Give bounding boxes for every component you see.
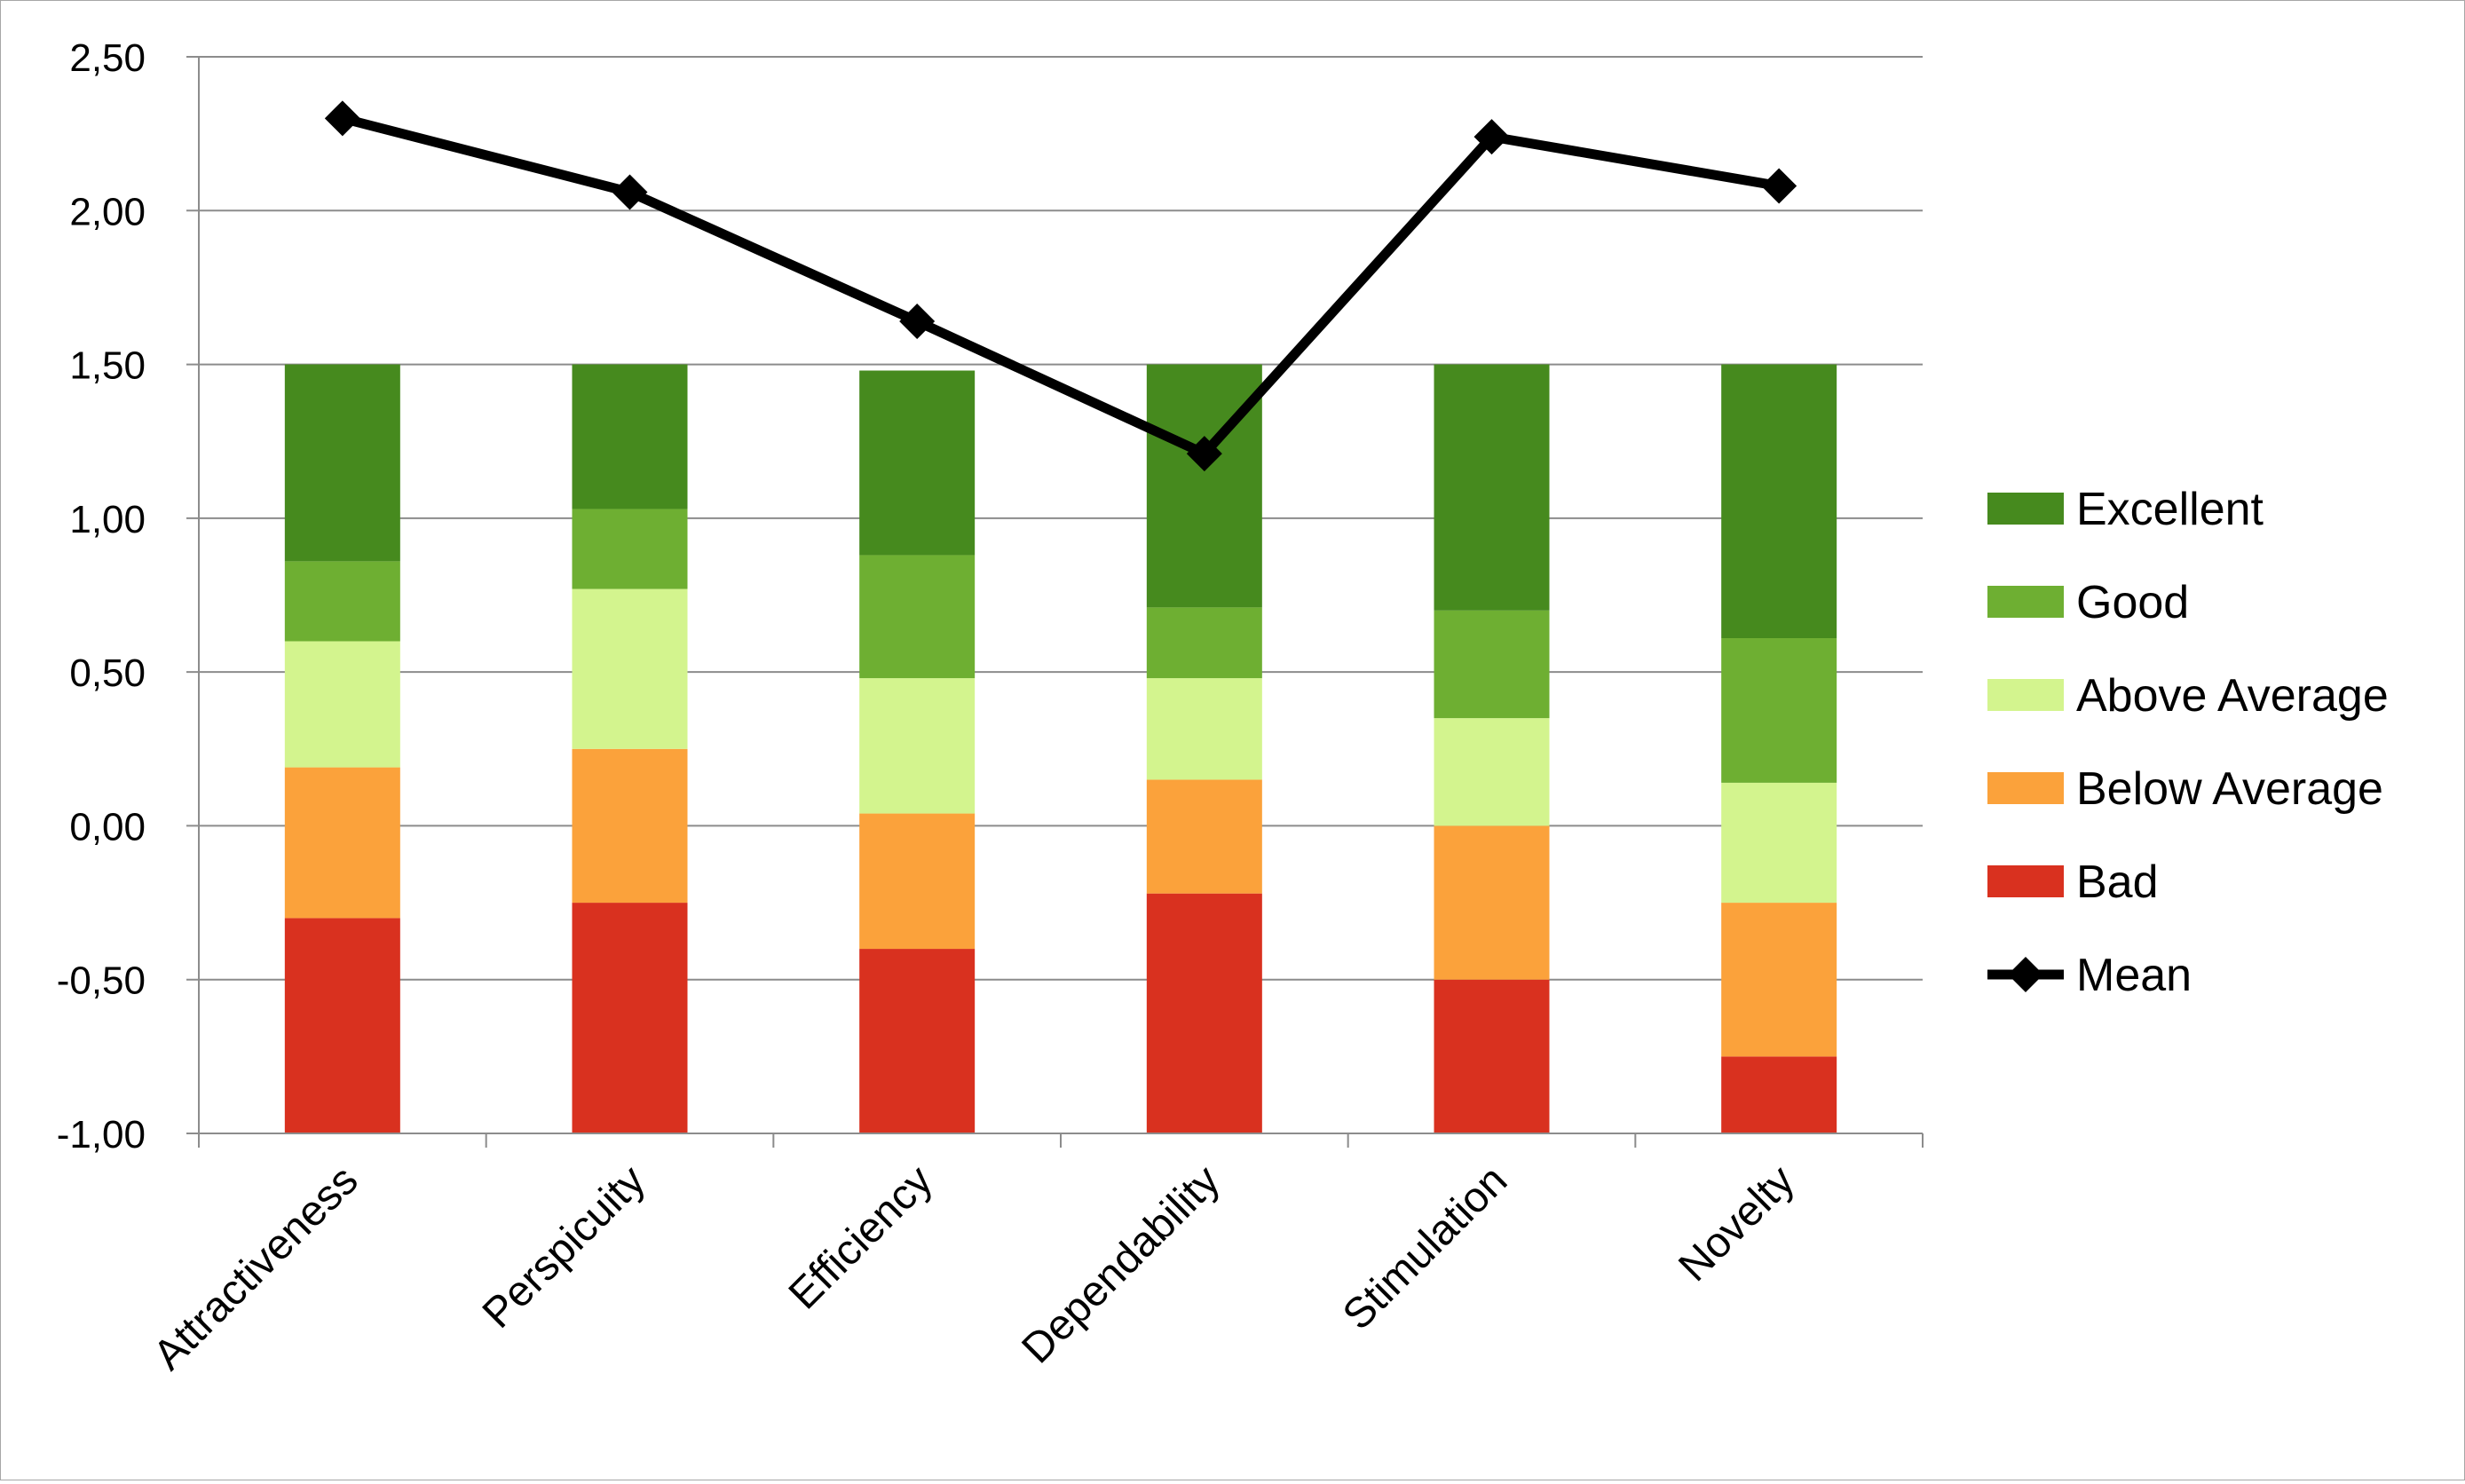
- bar-below-average: [1721, 903, 1837, 1057]
- legend-swatch: [1987, 493, 2064, 525]
- mean-line-path: [337, 113, 1784, 459]
- bar-above-average: [1434, 718, 1550, 826]
- mean-point: [899, 304, 936, 340]
- mean-point: [324, 100, 360, 137]
- y-tick-label: 2,00: [69, 190, 146, 233]
- bar-below-average: [859, 813, 976, 950]
- legend: Excellent Good Above Average Below Average B…: [1987, 484, 2389, 1001]
- y-tick-label: 0,00: [69, 805, 146, 849]
- y-tick-label: 0,50: [69, 651, 146, 695]
- bar-excellent: [1434, 364, 1550, 611]
- bar-below-average: [1434, 825, 1550, 980]
- bar-excellent: [1721, 364, 1837, 639]
- mean-point: [1473, 119, 1510, 155]
- mean-point: [612, 174, 648, 210]
- bars: [284, 364, 1837, 1133]
- bar-excellent: [859, 370, 976, 556]
- bar-bad: [1434, 979, 1550, 1133]
- bar-good: [572, 509, 688, 589]
- legend-swatch: [1987, 586, 2064, 618]
- legend-label: Above Average: [2076, 670, 2389, 722]
- bar-above-average: [572, 588, 688, 749]
- y-tick-label: 1,00: [69, 498, 146, 541]
- x-category-label: Dependability: [1013, 1156, 1229, 1372]
- bar-below-average: [572, 748, 688, 904]
- bar-excellent: [284, 364, 400, 562]
- x-category-label: Efficiency: [780, 1156, 942, 1318]
- y-tick-label: 1,50: [69, 344, 146, 388]
- legend-label: Good: [2076, 577, 2189, 628]
- bar-bad: [572, 903, 688, 1133]
- legend-label: Mean: [2076, 950, 2192, 1001]
- bar-bad: [284, 918, 400, 1133]
- bar-above-average: [284, 641, 400, 768]
- legend-swatch: [1987, 772, 2064, 804]
- mean-line: [324, 100, 1797, 472]
- gridlines: [186, 56, 1923, 1134]
- x-category-label: Attractiveness: [145, 1156, 367, 1379]
- mean-point: [1186, 436, 1222, 472]
- legend-marker: [2008, 957, 2043, 992]
- legend-swatch: [1987, 865, 2064, 897]
- y-tick-label: -1,00: [57, 1113, 146, 1156]
- bar-below-average: [1146, 779, 1262, 894]
- bar-bad: [1146, 893, 1262, 1133]
- x-category-label: Stimulation: [1334, 1156, 1516, 1338]
- bar-below-average: [284, 767, 400, 919]
- bar-good: [1434, 610, 1550, 719]
- legend-label: Below Average: [2076, 763, 2383, 815]
- legend-label: Excellent: [2076, 484, 2264, 535]
- bar-good: [1146, 607, 1262, 679]
- bar-excellent: [1146, 364, 1262, 608]
- bar-above-average: [859, 678, 976, 814]
- x-category-label: Novelty: [1670, 1156, 1804, 1291]
- y-tick-label: 2,50: [69, 36, 146, 80]
- mean-point: [1761, 168, 1797, 204]
- bar-bad: [1721, 1056, 1837, 1133]
- y-tick-label: -0,50: [57, 959, 146, 1003]
- bar-excellent: [572, 364, 688, 509]
- x-category-label: Perspicuity: [474, 1156, 654, 1337]
- bar-good: [859, 555, 976, 679]
- bar-good: [1721, 638, 1837, 783]
- bar-above-average: [1721, 782, 1837, 904]
- bar-good: [284, 561, 400, 642]
- legend-swatch: [1987, 679, 2064, 711]
- legend-label: Bad: [2076, 856, 2159, 908]
- bar-bad: [859, 949, 976, 1133]
- bar-above-average: [1146, 678, 1262, 780]
